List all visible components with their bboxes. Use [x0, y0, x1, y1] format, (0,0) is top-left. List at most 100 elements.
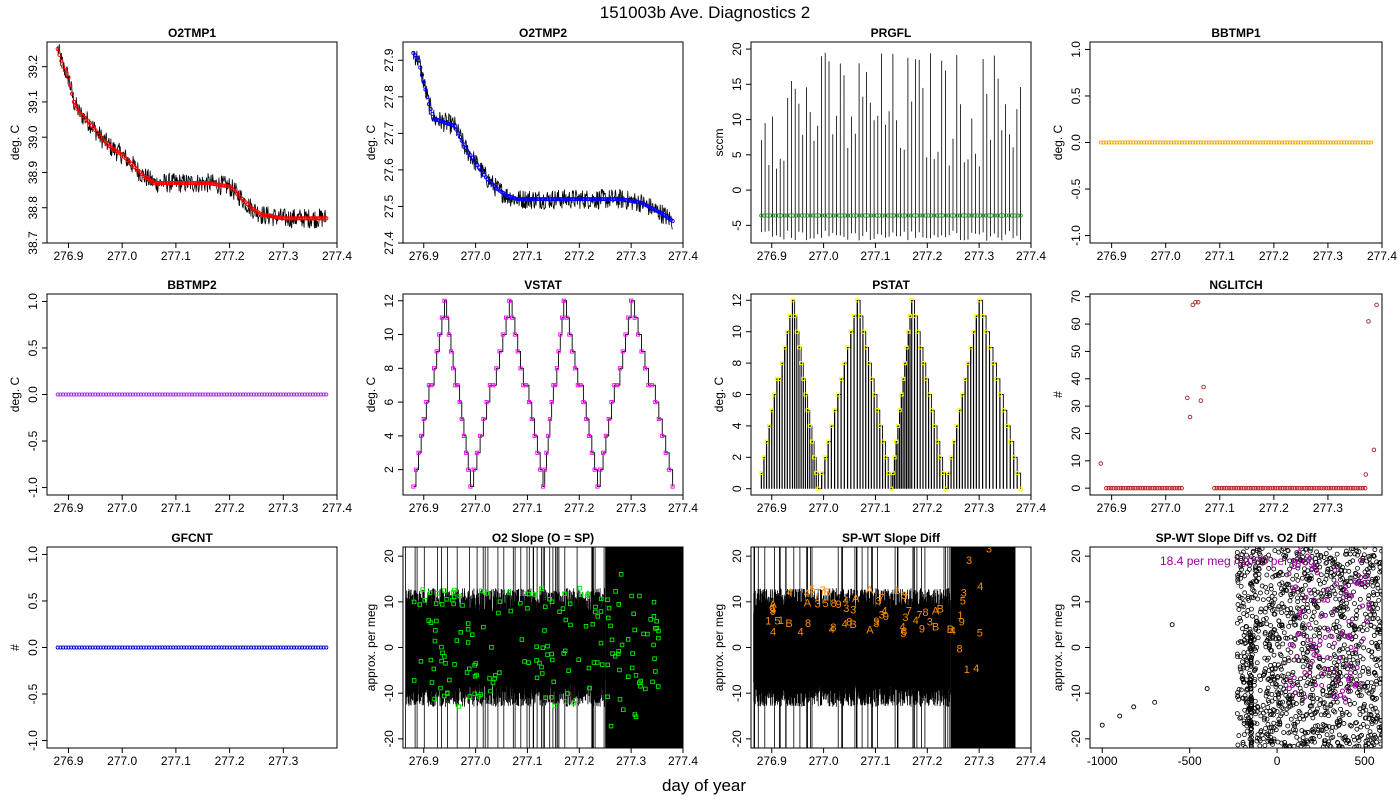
data-point	[854, 213, 859, 218]
data-point	[173, 645, 178, 650]
data-point	[1252, 667, 1258, 673]
data-point	[428, 657, 434, 663]
data-point	[932, 213, 937, 218]
data-label: 3	[879, 610, 885, 622]
data-point	[1331, 690, 1336, 696]
data-point	[1282, 554, 1288, 560]
data-point	[1306, 140, 1312, 145]
y-tick-label: 70	[1069, 290, 1083, 304]
data-point	[1317, 656, 1322, 662]
data-point	[481, 416, 486, 422]
data-point	[1369, 640, 1375, 645]
data-point	[321, 392, 326, 397]
data-point	[1206, 140, 1212, 145]
data-point	[1276, 604, 1282, 610]
data-point	[623, 332, 628, 337]
y-tick-label: 0.5	[1069, 87, 1083, 104]
data-point	[1286, 624, 1292, 629]
data-point-accent	[1329, 634, 1335, 640]
x-tick-label: 277.1	[512, 754, 542, 768]
data-label: 5	[823, 598, 829, 610]
data-point-accent	[1312, 565, 1318, 571]
data-point	[1292, 485, 1297, 491]
data-point	[566, 668, 571, 673]
data-point	[601, 450, 606, 455]
data-point	[960, 213, 966, 218]
data-point	[1307, 575, 1313, 581]
data-point	[1287, 566, 1292, 572]
data-point	[1279, 140, 1285, 145]
data-point	[213, 182, 218, 187]
data-point-accent	[1318, 671, 1324, 677]
data-point	[1371, 684, 1376, 690]
data-point	[1308, 598, 1314, 603]
data-point	[1121, 485, 1126, 491]
data-point	[545, 652, 550, 657]
data-point	[1004, 213, 1009, 218]
data-point-accent	[1296, 549, 1302, 555]
data-point	[1336, 636, 1342, 642]
data-point	[652, 656, 657, 661]
data-point	[69, 645, 74, 650]
data-point	[1174, 485, 1180, 491]
data-point	[184, 645, 189, 650]
data-point	[1317, 633, 1322, 639]
data-point	[64, 71, 69, 76]
data-point-accent	[1309, 566, 1315, 572]
data-point	[1264, 638, 1270, 644]
data-point	[1116, 485, 1121, 491]
data-point	[1238, 669, 1244, 675]
data-point	[629, 593, 634, 599]
data-point	[1344, 606, 1350, 612]
data-point	[1373, 656, 1379, 662]
data-point	[897, 213, 902, 218]
data-point	[554, 366, 559, 371]
data-point	[1302, 675, 1307, 681]
data-point	[259, 392, 264, 397]
data-point	[637, 200, 642, 205]
data-point	[1341, 721, 1347, 726]
data-point	[61, 64, 66, 69]
x-tick-label: 0	[1274, 754, 1281, 768]
data-point	[1360, 485, 1366, 491]
data-point	[885, 213, 891, 218]
data-point	[584, 416, 589, 422]
data-point	[1361, 665, 1366, 670]
y-tick-label: -10	[1069, 684, 1083, 702]
data-point-accent	[1309, 646, 1315, 652]
data-point	[1240, 549, 1246, 555]
data-point	[809, 439, 814, 444]
data-point	[270, 214, 275, 219]
data-label: B	[932, 621, 939, 633]
data-point	[189, 392, 195, 397]
data-point	[1326, 684, 1332, 689]
data-point	[785, 213, 790, 218]
data-point	[1193, 299, 1198, 305]
data-point	[852, 313, 857, 319]
y-tick-label: 38.9	[26, 160, 40, 184]
data-point	[424, 400, 429, 405]
data-point	[1330, 558, 1336, 564]
data-point	[1098, 140, 1103, 145]
data-point	[1193, 140, 1198, 145]
data-point	[270, 392, 275, 397]
data-point	[1212, 485, 1217, 491]
data-point	[1342, 140, 1347, 145]
data-point	[1326, 693, 1332, 699]
data-point	[1240, 659, 1245, 665]
data-point	[1253, 485, 1258, 491]
data-point	[1359, 560, 1365, 566]
plot-frame	[1089, 293, 1383, 496]
data-point	[1343, 548, 1349, 554]
data-point	[625, 637, 631, 642]
data-point	[324, 645, 329, 650]
data-point	[1235, 640, 1241, 646]
data-point	[452, 124, 457, 129]
data-point	[553, 383, 558, 388]
plot-frame	[46, 41, 338, 244]
data-point	[1334, 662, 1340, 668]
data-label: 4	[798, 627, 804, 639]
y-tick-label: 10	[730, 595, 744, 609]
data-point	[291, 645, 297, 650]
data-point	[903, 213, 908, 218]
